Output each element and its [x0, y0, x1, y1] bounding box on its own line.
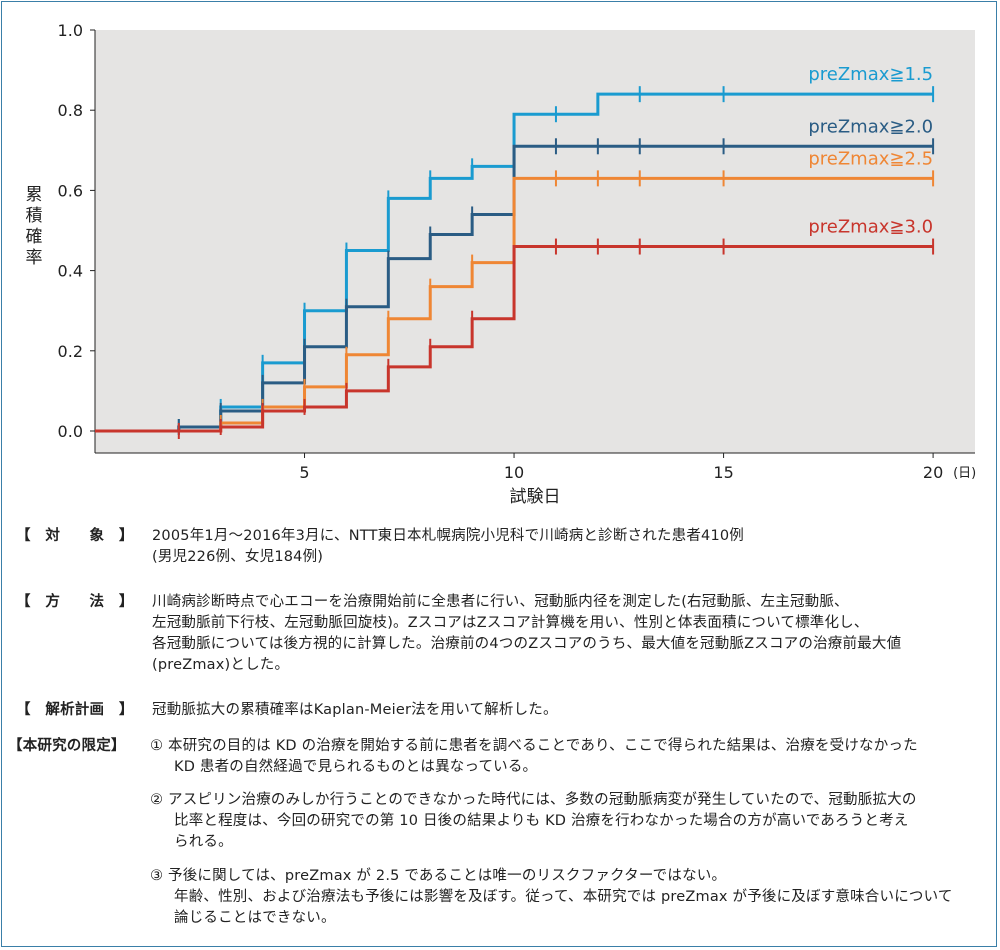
method-label: 【 方 法 】 [16, 594, 134, 610]
x-tick-label: 20 [923, 463, 943, 482]
limitation-line: 論じることはできない。 [174, 910, 336, 926]
subject-label: 【 対 象 】 [16, 528, 134, 544]
analysis-text: 冠動脈拡大の累積確率はKaplan-Meier法を用いて解析した。 [152, 700, 982, 721]
x-tick-label: 15 [713, 463, 733, 482]
y-tick-label: 0.8 [58, 101, 83, 120]
kaplan-meier-chart: 0.0 0.2 0.4 0.6 0.8 1.0 5 10 15 20 (日) 試験日 累積確率 preZm… [26, 21, 977, 507]
y-axis-label: 積 [26, 206, 43, 226]
y-axis-label: 累 [26, 185, 43, 205]
analysis-label: 【 解析計画 】 [16, 702, 134, 718]
method-line: 各冠動脈については後方視的に計算した。治療前の4つのZスコアのうち、最大値を冠動… [152, 636, 902, 652]
limitation-item-2: ② アスピリン治療のみしか行うことのできなかった時代には、多数の冠動脈病変が発生… [150, 790, 980, 853]
y-tick-label: 0.4 [58, 262, 83, 281]
x-axis-label: 試験日 [510, 487, 561, 507]
method-line: (preZmax)とした。 [152, 657, 290, 673]
series-label: preZmax≧2.5 [808, 148, 933, 169]
y-axis-label: 率 [26, 248, 43, 268]
series-label: preZmax≧2.0 [808, 116, 933, 137]
method-line: 川崎病診断時点で心エコーを治療開始前に全患者に行い、冠動脈内径を測定した(右冠動… [152, 594, 849, 610]
limitation-item-1: ① 本研究の目的は KD の治療を開始する前に患者を調べることであり、ここで得ら… [150, 736, 980, 778]
series-label: preZmax≧3.0 [808, 217, 933, 238]
limitation-line: ② アスピリン治療のみしか行うことのできなかった時代には、多数の冠動脈病変が発生… [150, 792, 917, 808]
series-line [95, 176, 934, 433]
y-tick-label: 0.0 [58, 422, 83, 441]
subject-line: 2005年1月〜2016年3月に、NTT東日本札幌病院小児科で川崎病と診断された… [152, 528, 744, 544]
limitation-item-3: ③ 予後に関しては、preZmax が 2.5 であることは唯一のリスクファクタ… [150, 866, 980, 929]
subject-text: 2005年1月〜2016年3月に、NTT東日本札幌病院小児科で川崎病と診断された… [152, 526, 982, 568]
limitation-line: られる。 [174, 834, 233, 850]
limitation-line: ① 本研究の目的は KD の治療を開始する前に患者を調べることであり、ここで得ら… [150, 738, 918, 754]
y-tick-label: 0.6 [58, 181, 83, 200]
limitation-line: ③ 予後に関しては、preZmax が 2.5 であることは唯一のリスクファクタ… [150, 868, 727, 884]
limitation-line: 比率と程度は、今回の研究での第 10 日後の結果よりも KD 治療を行わなかった… [174, 813, 909, 829]
y-tick-label: 1.0 [58, 21, 83, 40]
series-label: preZmax≧1.5 [808, 64, 933, 85]
limitations-label: 【本研究の限定】 [8, 738, 126, 754]
y-axis-label: 確 [26, 227, 43, 247]
analysis-line: 冠動脈拡大の累積確率はKaplan-Meier法を用いて解析した。 [152, 702, 558, 718]
y-tick-label: 0.2 [58, 342, 83, 361]
limitation-line: KD 患者の自然経過で見られるものとは異なっている。 [174, 759, 538, 775]
method-line: 左冠動脈前下行枝、左冠動脈回旋枝)。ZスコアはZスコア計算機を用い、性別と体表面… [152, 615, 869, 631]
x-tick-label: 5 [299, 463, 309, 482]
subject-line: (男児226例、女児184例) [152, 549, 324, 565]
plot-area [95, 30, 975, 453]
series-line [95, 245, 934, 433]
x-tick-label: 10 [504, 463, 524, 482]
method-text: 川崎病診断時点で心エコーを治療開始前に全患者に行い、冠動脈内径を測定した(右冠動… [152, 592, 982, 676]
x-unit-label: (日) [953, 466, 976, 481]
limitation-line: 年齢、性別、および治療法も予後には影響を及ぼす。従って、本研究では preZma… [174, 889, 953, 905]
